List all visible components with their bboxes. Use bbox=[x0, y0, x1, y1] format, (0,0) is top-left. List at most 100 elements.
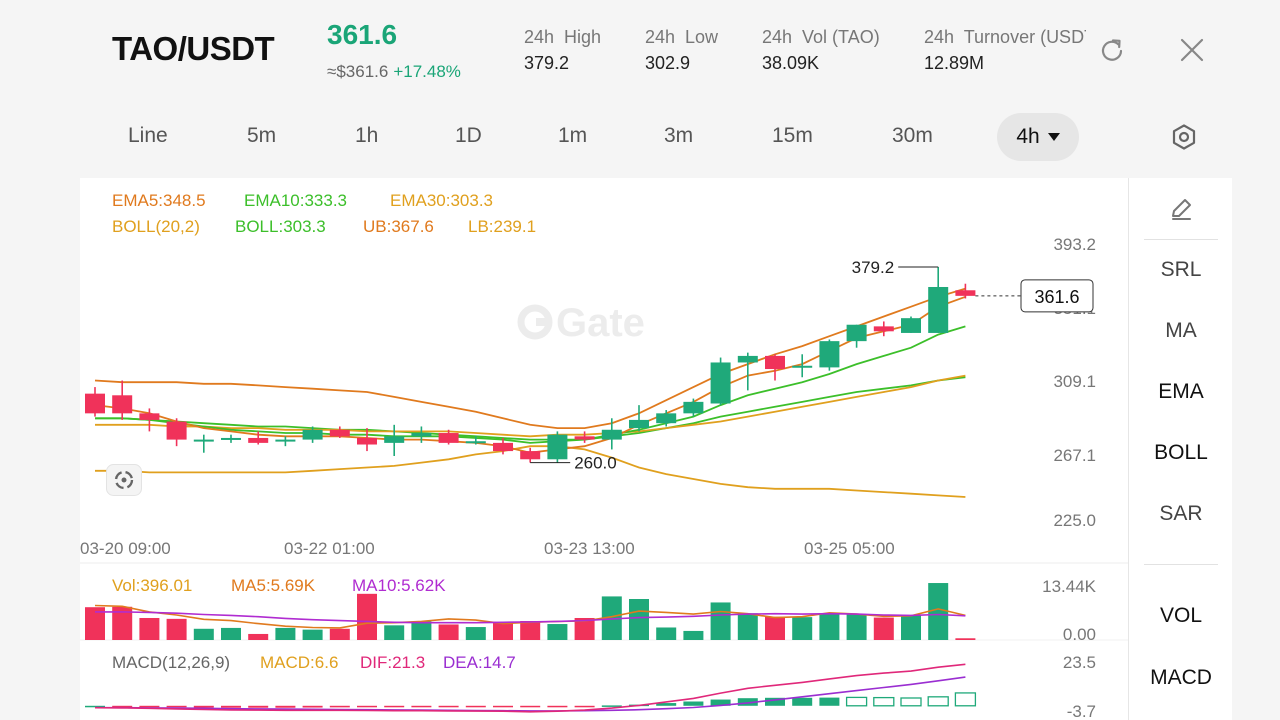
candle-down bbox=[574, 436, 595, 440]
boll-ub-legend: UB:367.6 bbox=[363, 217, 434, 236]
candle-up bbox=[901, 318, 921, 333]
volume-bar bbox=[656, 627, 677, 640]
candle-up bbox=[193, 439, 214, 442]
macd-histogram-bar bbox=[248, 705, 269, 708]
ema5-legend: EMA5:348.5 bbox=[112, 191, 206, 210]
vol-y-max-label: 13.44K bbox=[1042, 577, 1097, 596]
tab-1h[interactable]: 1h bbox=[355, 124, 379, 147]
macd-histogram-bar bbox=[873, 696, 895, 707]
pencil-icon[interactable] bbox=[1167, 195, 1195, 223]
macd-histogram-bar bbox=[221, 705, 241, 708]
candle-down bbox=[493, 442, 513, 452]
indicator-boll[interactable]: BOLL bbox=[1154, 441, 1208, 464]
volume-bar bbox=[955, 638, 976, 640]
boll-params-legend: BOLL(20,2) bbox=[112, 217, 200, 236]
tab-15m[interactable]: 15m bbox=[772, 124, 813, 147]
candle-down bbox=[873, 326, 894, 332]
candle-up bbox=[710, 362, 731, 404]
volume-bar bbox=[357, 593, 377, 640]
macd-histogram-bar bbox=[166, 705, 187, 708]
kline-chart[interactable]: Gate EMA5:348.5 EMA10:333.3 EMA30:303.3 … bbox=[80, 178, 1128, 720]
indicator-srl[interactable]: SRL bbox=[1160, 258, 1202, 281]
indicator-macd[interactable]: MACD bbox=[1150, 666, 1212, 689]
tab-5m[interactable]: 5m bbox=[247, 124, 277, 147]
macd-histogram-bar bbox=[765, 697, 785, 706]
candle-up bbox=[846, 324, 867, 342]
volume-ma10-line bbox=[95, 611, 966, 624]
macd-histogram-bar bbox=[275, 705, 296, 708]
x-tick-label: 03-25 05:00 bbox=[804, 539, 895, 558]
volume-bars bbox=[85, 583, 976, 640]
macd-histogram-bar bbox=[819, 697, 840, 706]
tab-3month[interactable]: 3m bbox=[664, 124, 694, 147]
tab-line[interactable]: Line bbox=[128, 124, 168, 147]
macd-histogram-bar bbox=[574, 705, 595, 708]
candle-up bbox=[601, 429, 622, 440]
macd-histogram-bar bbox=[384, 705, 405, 708]
macd-histogram-bar bbox=[438, 705, 459, 708]
candles bbox=[85, 266, 976, 463]
close-icon[interactable] bbox=[1178, 36, 1206, 64]
candle-up bbox=[737, 355, 758, 363]
boll-mid-line bbox=[95, 376, 966, 441]
indicator-ema[interactable]: EMA bbox=[1158, 380, 1204, 403]
volume-bar bbox=[493, 621, 513, 640]
candle-down bbox=[248, 437, 269, 443]
macd-y-min-label: -3.7 bbox=[1067, 702, 1096, 720]
macd-histogram-bar bbox=[683, 701, 704, 706]
candle-down bbox=[438, 433, 459, 443]
high-marker-label: 379.2 bbox=[852, 258, 895, 277]
x-tick-label: 03-23 13:00 bbox=[544, 539, 635, 558]
current-price-label: 361.6 bbox=[1034, 287, 1079, 307]
volume-bar bbox=[465, 627, 486, 640]
macd-histogram-bar bbox=[954, 692, 977, 707]
volume-bar bbox=[846, 614, 867, 640]
chart-area[interactable]: Gate EMA5:348.5 EMA10:333.3 EMA30:303.3 … bbox=[80, 178, 1128, 720]
volume-bar bbox=[384, 625, 405, 640]
candle-down bbox=[357, 437, 377, 445]
candle-up bbox=[819, 341, 840, 368]
volume-bar bbox=[520, 621, 541, 640]
boll-bands bbox=[94, 287, 966, 498]
drawing-tool-badge-icon[interactable] bbox=[106, 464, 142, 496]
volume-bar bbox=[85, 607, 105, 640]
tab-4h-dropdown[interactable]: 4h bbox=[997, 113, 1079, 161]
indicator-sar[interactable]: SAR bbox=[1159, 502, 1203, 525]
ema30-line bbox=[95, 374, 966, 438]
candle-up bbox=[302, 429, 323, 440]
stat-value: 379.2 bbox=[524, 53, 570, 73]
last-price: 361.6 bbox=[327, 19, 398, 50]
volume-bar bbox=[901, 615, 921, 640]
volume-bar bbox=[765, 616, 785, 640]
tab-30m[interactable]: 30m bbox=[892, 124, 933, 147]
macd-histogram-bar bbox=[710, 699, 731, 706]
volume-bar bbox=[819, 613, 840, 640]
ema10-line bbox=[95, 325, 966, 444]
macd-value-legend: MACD:6.6 bbox=[260, 653, 338, 672]
ema30-legend: EMA30:303.3 bbox=[390, 191, 493, 210]
gate-watermark: Gate bbox=[517, 301, 645, 345]
macd-histogram-bar bbox=[302, 705, 323, 708]
candle-up bbox=[384, 436, 405, 443]
gear-icon[interactable] bbox=[1170, 123, 1198, 151]
volume-bar bbox=[683, 630, 704, 640]
macd-histogram-bar bbox=[845, 696, 868, 707]
indicator-vol[interactable]: VOL bbox=[1159, 604, 1203, 627]
approx-usd-price: ≈$361.6 bbox=[327, 62, 389, 81]
refresh-icon[interactable] bbox=[1098, 36, 1126, 64]
macd-histogram-bar bbox=[493, 705, 513, 708]
candle-up bbox=[928, 286, 949, 333]
volume-bar bbox=[737, 613, 758, 640]
tab-1month[interactable]: 1m bbox=[558, 124, 588, 147]
indicator-ma[interactable]: MA bbox=[1165, 319, 1197, 342]
dea-line bbox=[95, 676, 966, 712]
stat-volume: 24h Vol (TAO) 38.09K bbox=[762, 27, 880, 74]
candle-up bbox=[656, 413, 677, 424]
tab-1d[interactable]: 1D bbox=[455, 124, 482, 147]
macd-series bbox=[85, 663, 977, 713]
stat-label: 24h Turnover (USDT) bbox=[924, 27, 1086, 47]
stat-label: 24h Vol (TAO) bbox=[762, 27, 880, 47]
candle-down bbox=[765, 355, 785, 370]
candle-down bbox=[85, 393, 105, 414]
